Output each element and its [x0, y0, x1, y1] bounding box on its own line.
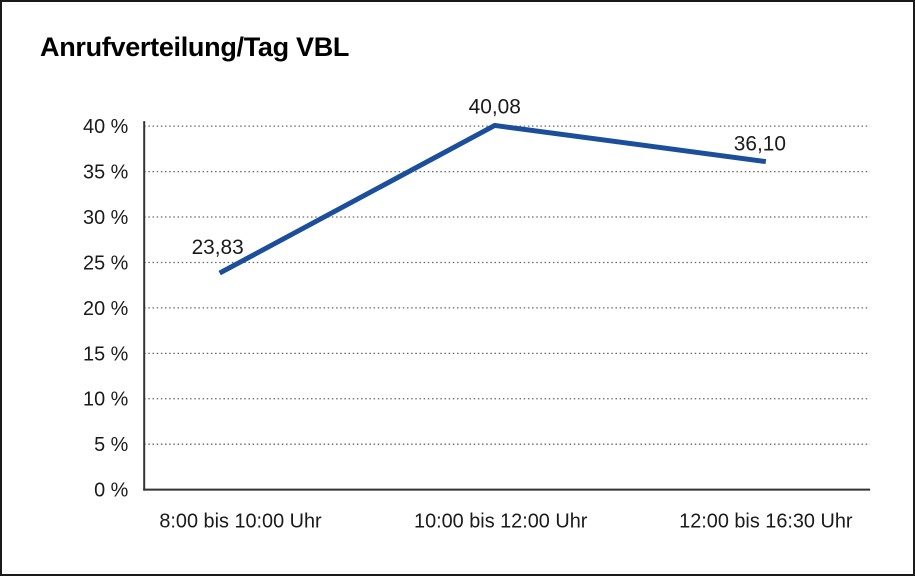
- data-label: 23,83: [192, 236, 244, 259]
- y-tick-label: 40 %: [83, 116, 128, 138]
- y-tick-label: 25 %: [83, 252, 128, 274]
- y-tick-label: 0 %: [94, 480, 128, 502]
- x-axis-label: 8:00 bis 10:00 Uhr: [159, 510, 322, 532]
- y-tick-label: 35 %: [83, 162, 128, 184]
- data-label: 36,10: [734, 133, 786, 156]
- data-line: [218, 122, 767, 276]
- chart-title: Anrufverteilung/Tag VBL: [40, 32, 350, 62]
- y-tick-label: 10 %: [83, 389, 128, 411]
- x-axis-label: 12:00 bis 16:30 Uhr: [679, 510, 853, 532]
- y-tick-label: 30 %: [83, 207, 128, 229]
- x-axis-label: 10:00 bis 12:00 Uhr: [414, 510, 588, 532]
- y-tick-label: 15 %: [83, 343, 128, 365]
- y-tick-label: 20 %: [83, 298, 128, 320]
- y-tick-label: 5 %: [94, 434, 128, 456]
- data-label: 40,08: [469, 96, 521, 119]
